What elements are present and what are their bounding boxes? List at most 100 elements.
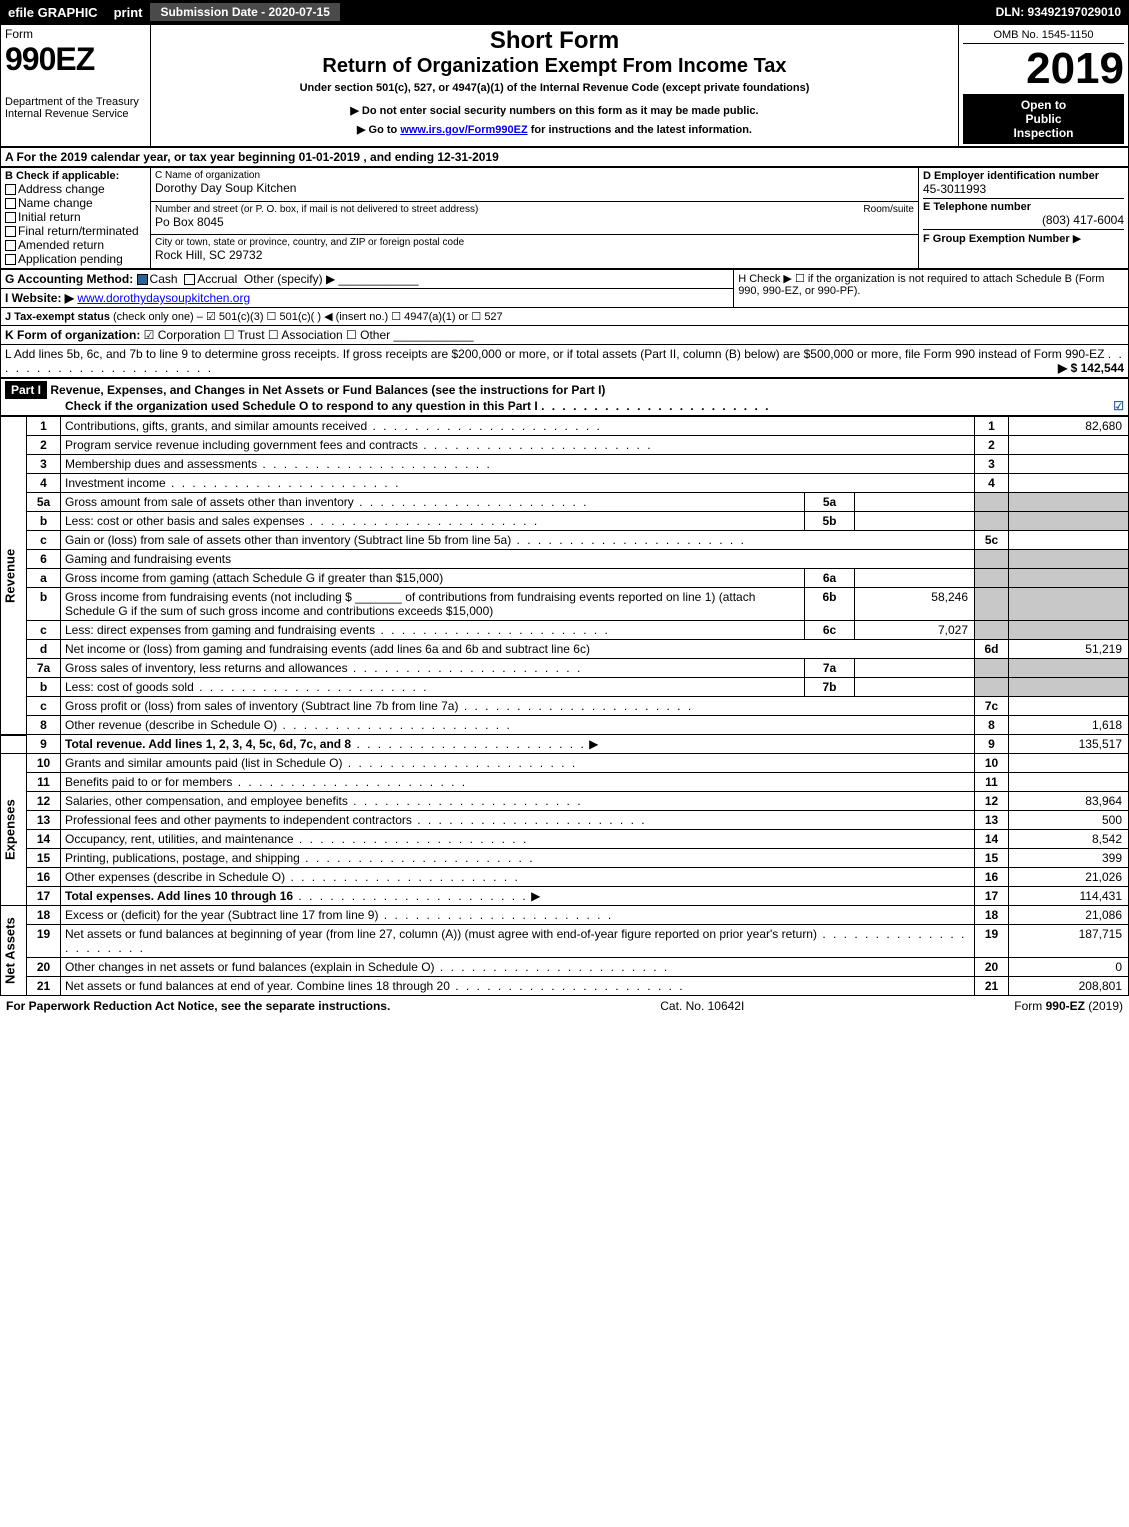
l3-num: 3: [27, 455, 61, 474]
ein: 45-3011993: [923, 182, 1124, 196]
l12-text: Salaries, other compensation, and employ…: [61, 792, 975, 811]
l19-rn: 19: [975, 925, 1009, 958]
cash-checkbox[interactable]: [137, 274, 148, 285]
line-a: A For the 2019 calendar year, or tax yea…: [1, 148, 1129, 167]
l4-amt: [1009, 474, 1129, 493]
b-opt-5[interactable]: Application pending: [5, 252, 146, 266]
l6-text: Gaming and fundraising events: [61, 550, 975, 569]
l8-text: Other revenue (describe in Schedule O): [61, 716, 975, 735]
shade: [1009, 512, 1129, 531]
l6c-sub: 6c: [805, 621, 855, 640]
l7b-sub: 7b: [805, 678, 855, 697]
open-to-public: Open to Public Inspection: [963, 94, 1124, 144]
line-j: J Tax-exempt status (check only one) – ☑…: [1, 308, 1129, 326]
l16-text: Other expenses (describe in Schedule O): [61, 868, 975, 887]
l6d-num: d: [27, 640, 61, 659]
l14-text: Occupancy, rent, utilities, and maintena…: [61, 830, 975, 849]
l6a-num: a: [27, 569, 61, 588]
l5c-text: Gain or (loss) from sale of assets other…: [61, 531, 975, 550]
netassets-label: Net Assets: [1, 906, 27, 996]
l4-num: 4: [27, 474, 61, 493]
l14-amt: 8,542: [1009, 830, 1129, 849]
l6b-num: b: [27, 588, 61, 621]
l5b-text: Less: cost or other basis and sales expe…: [61, 512, 805, 531]
l11-rn: 11: [975, 773, 1009, 792]
l5a-num: 5a: [27, 493, 61, 512]
form-header: Form 990EZ Department of the Treasury In…: [0, 24, 1129, 147]
irs-link[interactable]: www.irs.gov/Form990EZ: [400, 124, 527, 136]
main-title: Return of Organization Exempt From Incom…: [155, 55, 954, 78]
efile-text: efile GRAPHIC: [8, 5, 98, 20]
l7c-text: Gross profit or (loss) from sales of inv…: [61, 697, 975, 716]
l5b-num: b: [27, 512, 61, 531]
top-bar: efile GRAPHIC print Submission Date - 20…: [0, 0, 1129, 24]
l9-amt: 135,517: [1009, 735, 1129, 754]
l6a-sv: [855, 569, 975, 588]
l18-amt: 21,086: [1009, 906, 1129, 925]
l2-amt: [1009, 436, 1129, 455]
line-l: L Add lines 5b, 6c, and 7b to line 9 to …: [1, 345, 1129, 378]
l21-text: Net assets or fund balances at end of ye…: [61, 977, 975, 996]
tax-year: 2019: [963, 44, 1124, 94]
part1-check-text: Check if the organization used Schedule …: [65, 399, 538, 413]
l16-rn: 16: [975, 868, 1009, 887]
ssn-warning: ▶ Do not enter social security numbers o…: [155, 104, 954, 117]
footer-right: Form 990-EZ (2019): [1014, 999, 1123, 1013]
l10-rn: 10: [975, 754, 1009, 773]
l18-text: Excess or (deficit) for the year (Subtra…: [61, 906, 975, 925]
city-state-zip: Rock Hill, SC 29732: [155, 248, 914, 262]
l10-text: Grants and similar amounts paid (list in…: [61, 754, 975, 773]
l13-text: Professional fees and other payments to …: [61, 811, 975, 830]
shade: [1009, 659, 1129, 678]
l4-rn: 4: [975, 474, 1009, 493]
shade: [1009, 621, 1129, 640]
submission-date: Submission Date - 2020-07-15: [150, 3, 339, 21]
subtitle: Under section 501(c), 527, or 4947(a)(1)…: [155, 82, 954, 94]
shade: [975, 569, 1009, 588]
entity-block: B Check if applicable: Address change Na…: [0, 167, 1129, 269]
l21-rn: 21: [975, 977, 1009, 996]
l21-amt: 208,801: [1009, 977, 1129, 996]
website-link[interactable]: www.dorothydaysoupkitchen.org: [77, 291, 250, 305]
shade: [975, 588, 1009, 621]
l7c-num: c: [27, 697, 61, 716]
b-opt-2[interactable]: Initial return: [5, 210, 146, 224]
shade: [1009, 493, 1129, 512]
l1-text: Contributions, gifts, grants, and simila…: [61, 417, 975, 436]
l5a-text: Gross amount from sale of assets other t…: [61, 493, 805, 512]
shade: [975, 550, 1009, 569]
l12-amt: 83,964: [1009, 792, 1129, 811]
l6d-amt: 51,219: [1009, 640, 1129, 659]
b-opt-0[interactable]: Address change: [5, 182, 146, 196]
part1-table: Revenue 1 Contributions, gifts, grants, …: [0, 416, 1129, 996]
l19-num: 19: [27, 925, 61, 958]
print-link[interactable]: print: [106, 5, 151, 20]
b-opt-4[interactable]: Amended return: [5, 238, 146, 252]
e-label: E Telephone number: [923, 198, 1124, 213]
form-number: 990EZ: [5, 41, 146, 78]
shade: [1009, 550, 1129, 569]
l15-text: Printing, publications, postage, and shi…: [61, 849, 975, 868]
omb-number: OMB No. 1545-1150: [963, 27, 1124, 44]
part1-checkbox[interactable]: ☑: [1113, 399, 1124, 413]
d-label: D Employer identification number: [923, 170, 1124, 182]
l1-amt: 82,680: [1009, 417, 1129, 436]
b-opt-3[interactable]: Final return/terminated: [5, 224, 146, 238]
l3-amt: [1009, 455, 1129, 474]
irs-label: Internal Revenue Service: [5, 108, 146, 120]
l6a-text: Gross income from gaming (attach Schedul…: [61, 569, 805, 588]
l11-text: Benefits paid to or for members: [61, 773, 975, 792]
l6d-text: Net income or (loss) from gaming and fun…: [61, 640, 975, 659]
line-g: G Accounting Method: Cash Accrual Other …: [1, 270, 734, 289]
line-k: K Form of organization: ☑ Corporation ☐ …: [1, 326, 1129, 345]
accrual-checkbox[interactable]: [184, 274, 195, 285]
open-l2: Public: [967, 112, 1120, 126]
l7b-num: b: [27, 678, 61, 697]
l11-num: 11: [27, 773, 61, 792]
efile-link[interactable]: efile GRAPHIC: [0, 5, 106, 20]
l8-amt: 1,618: [1009, 716, 1129, 735]
l21-num: 21: [27, 977, 61, 996]
b-opt-1[interactable]: Name change: [5, 196, 146, 210]
l3-rn: 3: [975, 455, 1009, 474]
l17-text: Total expenses. Add lines 10 through 16 …: [61, 887, 975, 906]
